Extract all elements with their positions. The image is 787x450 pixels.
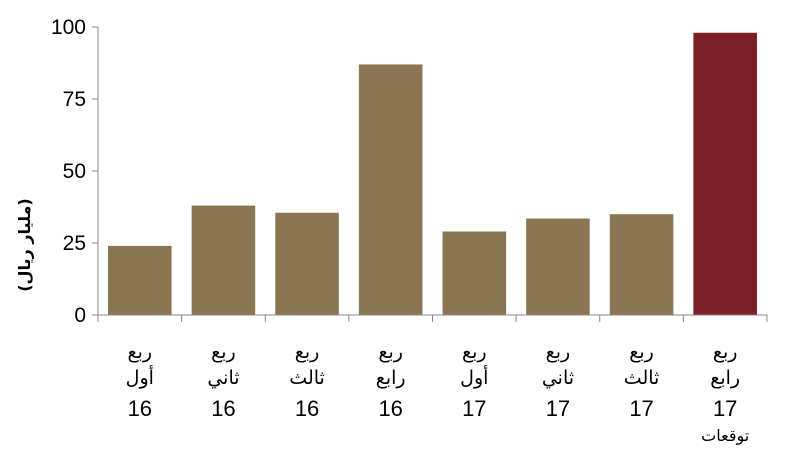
x-tick-label-line2: ثالث	[624, 367, 660, 389]
x-tick-label-line2: أول	[126, 365, 154, 389]
bar	[108, 245, 172, 315]
x-tick-label-year: 16	[211, 396, 235, 421]
x-tick-label-year: 16	[128, 396, 152, 421]
x-tick-label-year: 17	[546, 396, 570, 421]
x-tick-label-line2: رابع	[376, 367, 406, 389]
x-tick-label-line2: ثالث	[289, 367, 325, 389]
x-tick-label-year: 17	[629, 396, 653, 421]
x-tick-label-line1: ربع	[713, 341, 738, 363]
y-tick-label: 25	[63, 232, 86, 255]
x-tick-label-year: 17	[713, 396, 737, 421]
x-tick-label-year: 16	[378, 396, 402, 421]
bar	[191, 205, 256, 315]
x-tick-label-note: توقعات	[701, 426, 749, 446]
bar	[609, 214, 674, 315]
bar	[526, 218, 590, 315]
x-tick-label-line1: ربع	[629, 341, 654, 363]
y-axis: 0 25 50 75 100	[51, 16, 98, 327]
x-tick-label-year: 16	[295, 396, 319, 421]
y-tick-label: 100	[51, 16, 86, 39]
x-tick-label-line1: ربع	[378, 341, 403, 363]
bars	[108, 32, 757, 315]
y-axis-label: (مليار ريال)	[15, 198, 34, 292]
x-tick-label-line2: ثاني	[542, 367, 574, 389]
bar-forecast	[693, 32, 757, 315]
bar	[275, 212, 339, 315]
x-tick-label-line1: ربع	[211, 341, 236, 363]
bar	[358, 64, 423, 315]
x-tick-label-line1: ربع	[128, 341, 153, 363]
x-axis-labels: ربعأول16ربعثاني16ربعثالث16ربعرابع16ربعأو…	[126, 341, 750, 446]
x-tick-label-line1: ربع	[295, 341, 320, 363]
x-tick-label-line1: ربع	[462, 341, 487, 363]
x-tick-label-line2: ثاني	[207, 367, 239, 389]
y-tick-label: 0	[74, 304, 86, 327]
y-tick-label: 75	[63, 88, 86, 111]
x-tick-label-line1: ربع	[546, 341, 571, 363]
x-tick-label-line2: أول	[460, 365, 488, 389]
axes	[97, 27, 768, 322]
bar	[442, 231, 507, 315]
x-tick-label-year: 17	[462, 396, 486, 421]
y-tick-label: 50	[63, 160, 86, 183]
x-tick-label-line2: رابع	[710, 367, 740, 389]
